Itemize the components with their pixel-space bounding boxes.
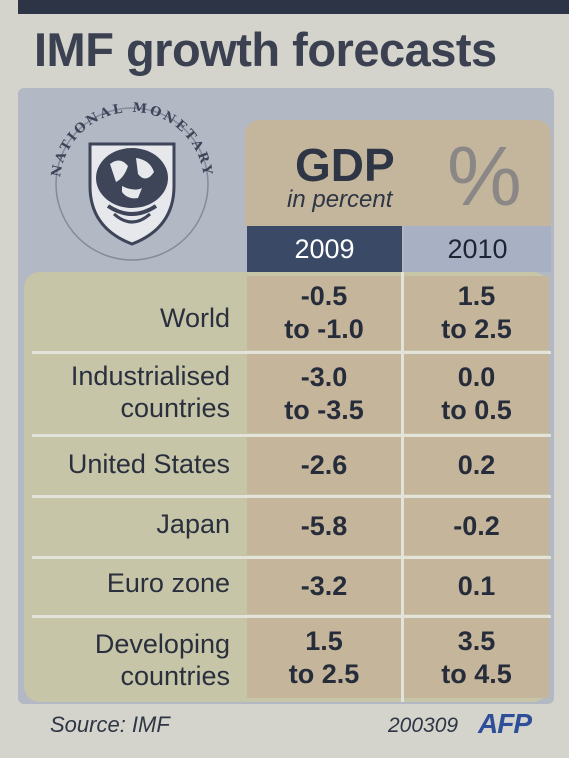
gdp-label: GDP [295,139,395,191]
region-line: Euro zone [106,568,230,598]
region-line: Developing [94,629,230,659]
percent-symbol: % [447,129,522,223]
cell-japan-2009: -5.8 [247,498,401,555]
cell-world-2010: 1.5 to 2.5 [404,276,549,350]
value-line: to 2.5 [288,659,360,689]
value-line: 0.0 [457,361,496,392]
value-line: to 0.5 [441,394,512,425]
gdp-header-box [245,120,551,226]
value-line: 0.2 [457,450,496,480]
cell-industrialised-2010: 0.0 to 0.5 [404,354,549,433]
value-line: to -1.0 [284,314,364,344]
row-divider [32,495,551,498]
imf-seal-icon: INTERNATIONAL MONETARY FUND [31,83,226,264]
row-label-developing: Developing countries [36,628,230,692]
region-line: World [159,303,230,333]
cell-industrialised-2009: -3.0 to -3.5 [247,354,401,433]
region-line: countries [120,393,230,423]
value-line: -2.6 [300,450,348,480]
value-line: 1.5 [457,281,496,311]
row-divider [32,434,551,437]
row-label-united-states: United States [36,448,230,480]
value-line: 1.5 [305,626,343,656]
source-note: Source: IMF [50,712,170,737]
row-label-industrialised: Industrialised countries [36,360,230,424]
row-label-world: World [36,302,230,334]
row-label-japan: Japan [36,508,230,540]
value-line: -5.8 [300,511,348,541]
row-label-euro-zone: Euro zone [36,567,230,599]
value-line: -0.2 [453,511,500,541]
cell-united-states-2009: -2.6 [247,437,401,494]
cell-developing-2010: 3.5 to 4.5 [404,618,549,698]
value-line: 0.1 [457,571,496,601]
value-line: 3.5 [457,626,496,656]
value-line: to -3.5 [284,394,364,425]
row-divider [32,556,551,559]
region-line: Japan [156,509,230,539]
graphic-code: 200309 [388,714,459,737]
region-line: Industrialised [70,361,230,391]
cell-japan-2010: -0.2 [404,498,549,555]
afp-logo: AFP [478,708,532,739]
cell-euro-zone-2009: -3.2 [247,559,401,614]
cell-developing-2009: 1.5 to 2.5 [247,618,401,698]
cell-world-2009: -0.5 to -1.0 [247,276,401,350]
year-header-2010: 2010 [404,226,551,272]
value-line: to 4.5 [441,659,512,689]
value-line: -3.2 [300,571,348,601]
year-header-2009: 2009 [247,226,402,272]
row-divider [32,351,551,354]
row-divider [32,615,551,618]
page-title: IMF growth forecasts [34,23,497,76]
column-divider [401,272,404,702]
gdp-sub-label: in percent [287,186,393,213]
value-line: -0.5 [300,281,348,311]
cell-united-states-2010: 0.2 [404,437,549,494]
cell-euro-zone-2010: 0.1 [404,559,549,614]
region-line: countries [120,661,230,691]
value-line: -3.0 [300,361,348,392]
value-line: to 2.5 [441,314,512,344]
top-rule [18,0,569,14]
region-line: United States [67,449,230,479]
